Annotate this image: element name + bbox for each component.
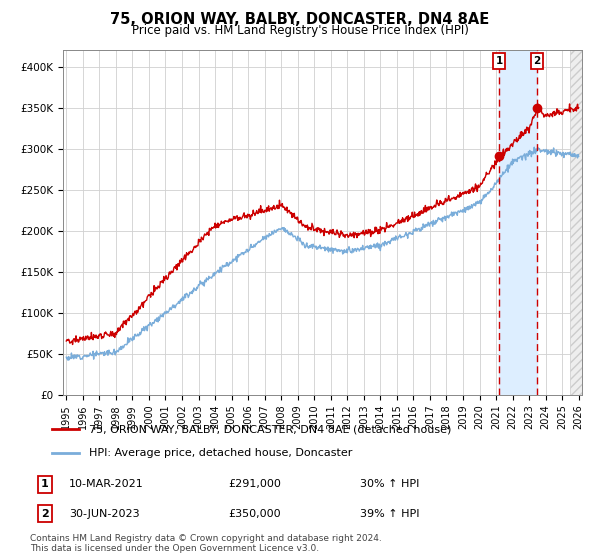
Text: 75, ORION WAY, BALBY, DONCASTER, DN4 8AE (detached house): 75, ORION WAY, BALBY, DONCASTER, DN4 8AE…	[89, 424, 451, 435]
Text: HPI: Average price, detached house, Doncaster: HPI: Average price, detached house, Donc…	[89, 447, 352, 458]
Text: £291,000: £291,000	[228, 479, 281, 489]
Text: £350,000: £350,000	[228, 508, 281, 519]
Bar	[499, 50, 537, 395]
Text: 30-JUN-2023: 30-JUN-2023	[69, 508, 140, 519]
Text: 1: 1	[496, 56, 503, 66]
Bar	[571, 50, 595, 395]
Text: 10-MAR-2021: 10-MAR-2021	[69, 479, 144, 489]
Text: 39% ↑ HPI: 39% ↑ HPI	[360, 508, 419, 519]
Text: 30% ↑ HPI: 30% ↑ HPI	[360, 479, 419, 489]
Text: 2: 2	[533, 56, 541, 66]
Text: Contains HM Land Registry data © Crown copyright and database right 2024.
This d: Contains HM Land Registry data © Crown c…	[30, 534, 382, 553]
Text: 1: 1	[41, 479, 49, 489]
Text: Price paid vs. HM Land Registry's House Price Index (HPI): Price paid vs. HM Land Registry's House …	[131, 24, 469, 37]
Text: 2: 2	[41, 508, 49, 519]
Text: 75, ORION WAY, BALBY, DONCASTER, DN4 8AE: 75, ORION WAY, BALBY, DONCASTER, DN4 8AE	[110, 12, 490, 27]
